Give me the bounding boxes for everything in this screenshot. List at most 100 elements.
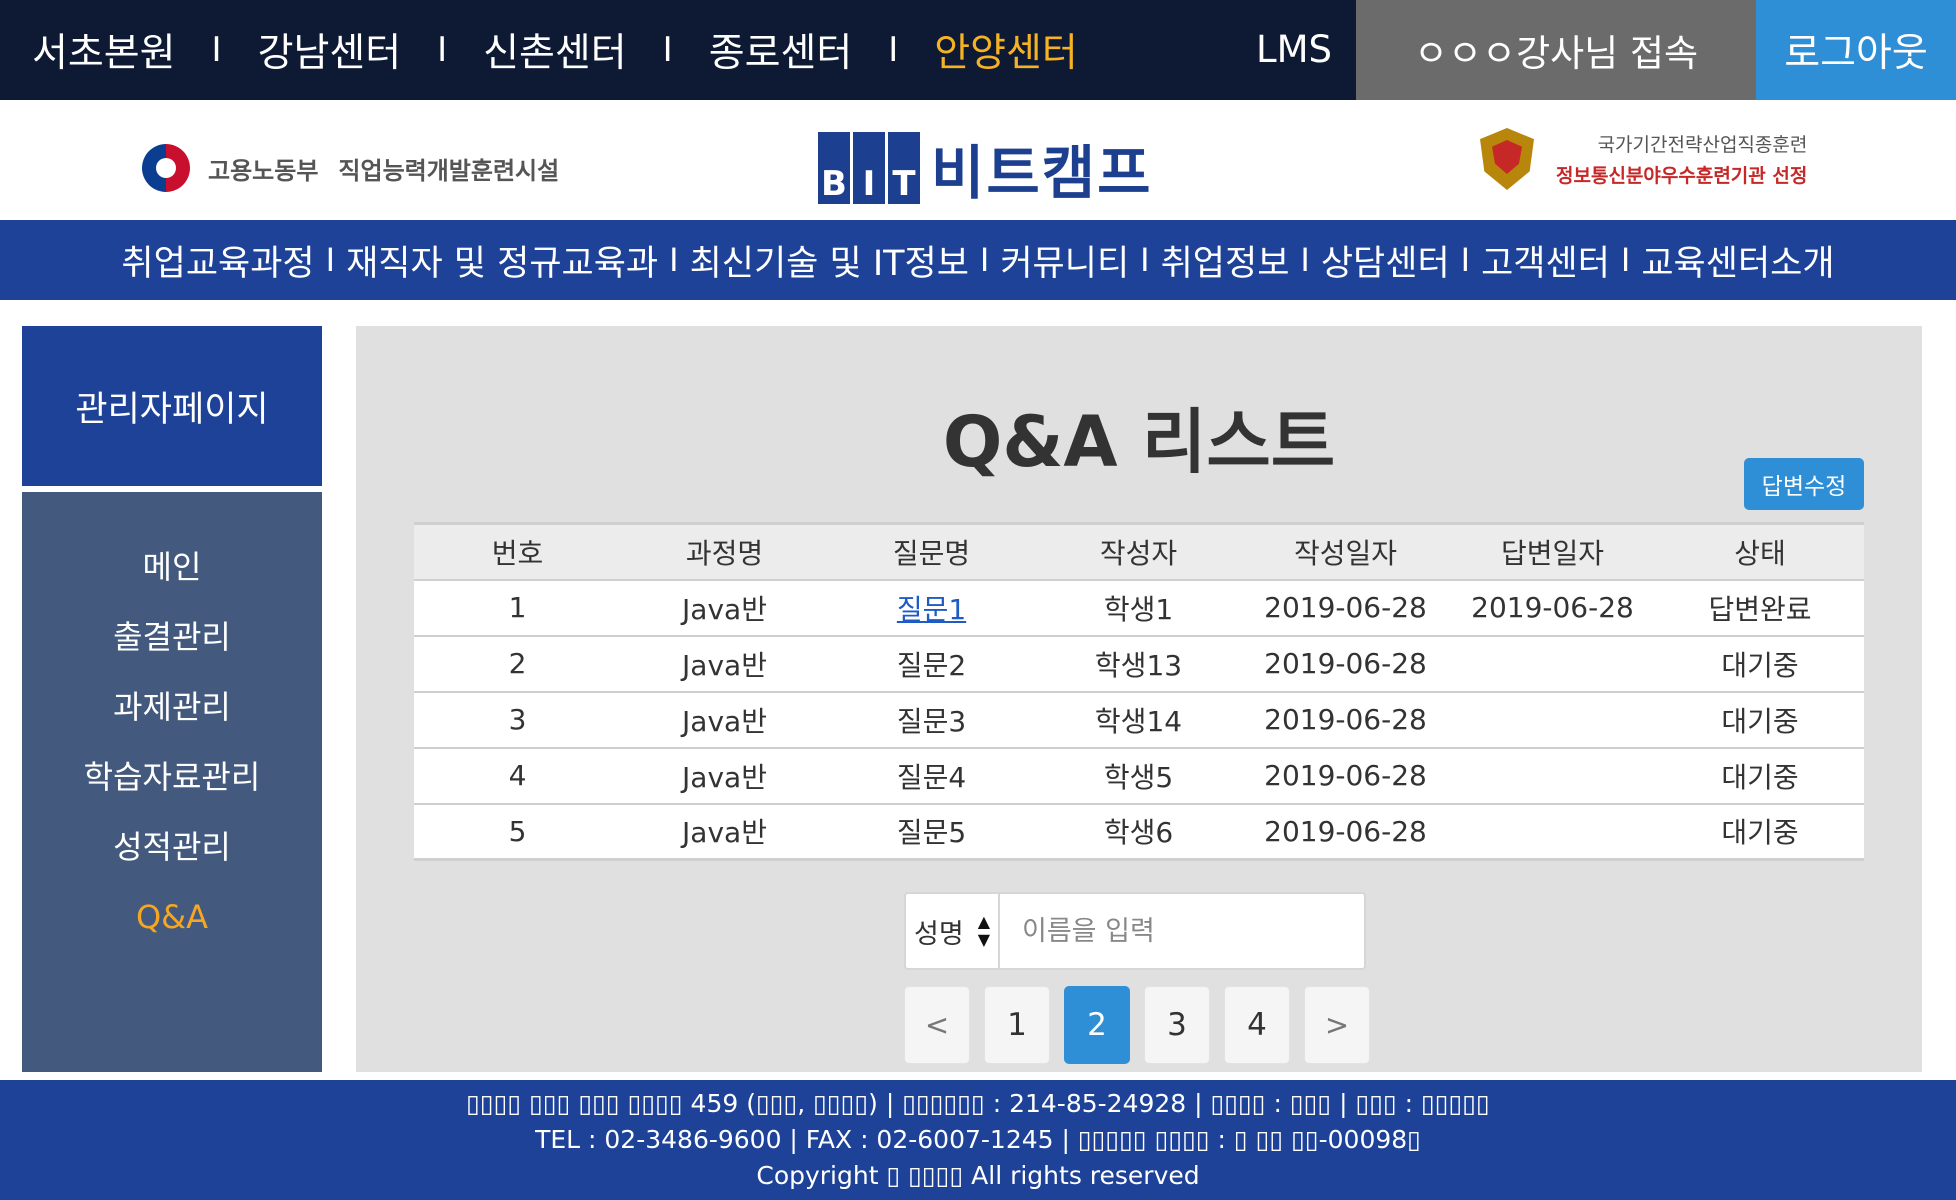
search-input[interactable] xyxy=(1000,894,1364,968)
cell-question[interactable]: 질문4 xyxy=(828,747,1035,805)
nav-separator: I xyxy=(325,241,336,279)
prev-page-button[interactable]: < xyxy=(904,986,970,1064)
cell-author: 학생6 xyxy=(1035,803,1242,861)
bitcamp-logo[interactable]: B I T 비트캠프 xyxy=(818,126,1152,210)
column-header: 상태 xyxy=(1656,522,1864,581)
cell-number: 2 xyxy=(414,635,621,693)
footer-contact-line: TEL : 02-3486-9600 | FAX : 02-6007-1245 … xyxy=(535,1125,1421,1154)
content-panel: Q&A 리스트 답변수정 번호 과정명 질문명 작성자 작성일자 답변일자 상태… xyxy=(356,326,1922,1072)
center-link-anyang[interactable]: 안양센터 xyxy=(934,31,1078,76)
award-text: 국가기간전략산업직종훈련 정보통신분야우수훈련기관 선정 xyxy=(1556,130,1807,188)
shield-emblem-icon xyxy=(1480,128,1534,190)
table-row: 4 Java반 질문4 학생5 2019-06-28 대기중 xyxy=(414,747,1864,805)
column-header: 번호 xyxy=(414,522,621,581)
cell-created-date: 2019-06-28 xyxy=(1242,579,1449,637)
nav-item-job-info[interactable]: 취업정보 xyxy=(1160,243,1290,284)
sidebar-item-grades[interactable]: 성적관리 xyxy=(113,828,231,866)
logo-band: 고용노동부 직업능력개발훈련시설 B I T 비트캠프 국가기간전략산업직종훈련… xyxy=(0,100,1956,220)
bit-letters: B I T xyxy=(818,132,923,204)
cell-course: Java반 xyxy=(621,803,828,861)
center-link-seocho[interactable]: 서초본원 xyxy=(32,31,176,76)
column-header: 작성일자 xyxy=(1242,522,1449,581)
page-button-1[interactable]: 1 xyxy=(984,986,1050,1064)
cell-created-date: 2019-06-28 xyxy=(1242,635,1449,693)
cell-answered-date xyxy=(1449,691,1656,749)
center-separator: I xyxy=(211,30,222,70)
sidebar-item-attendance[interactable]: 출결관리 xyxy=(113,618,231,656)
cell-answered-date xyxy=(1449,747,1656,805)
next-page-button[interactable]: > xyxy=(1304,986,1370,1064)
cell-status: 대기중 xyxy=(1656,635,1864,693)
moel-name: 고용노동부 xyxy=(208,156,319,185)
award-line-1: 국가기간전략산업직종훈련 xyxy=(1597,134,1808,156)
main-nav: 취업교육과정 I 재직자 및 정규교육과 I 최신기술 및 IT정보 I 커뮤니… xyxy=(0,220,1956,300)
edit-answer-button[interactable]: 답변수정 xyxy=(1744,458,1864,510)
table-row: 5 Java반 질문5 학생6 2019-06-28 대기중 xyxy=(414,803,1864,861)
cell-question[interactable]: 질문5 xyxy=(828,803,1035,861)
cell-course: Java반 xyxy=(621,579,828,637)
nav-item-employment-courses[interactable]: 취업교육과정 xyxy=(121,243,315,284)
sidebar-title: 관리자페이지 xyxy=(75,389,269,430)
sidebar-menu: 메인 출결관리 과제관리 학습자료관리 성적관리 Q&A xyxy=(22,492,322,1072)
center-link-sinchon[interactable]: 신촌센터 xyxy=(483,31,627,76)
search-bar: 성명 ▲ ▼ xyxy=(904,892,1366,970)
moel-logo: 고용노동부 직업능력개발훈련시설 xyxy=(142,144,559,192)
center-separator: I xyxy=(662,30,673,70)
nav-item-regular-courses[interactable]: 재직자 및 정규교육과 xyxy=(346,243,659,284)
taegeuk-emblem-icon xyxy=(142,144,190,192)
nav-item-tech-info[interactable]: 최신기술 및 IT정보 xyxy=(689,243,969,284)
cell-question[interactable]: 질문2 xyxy=(828,635,1035,693)
cell-question: 질문1 xyxy=(828,579,1035,637)
bit-letter: I xyxy=(853,132,885,204)
cell-number: 5 xyxy=(414,803,621,861)
award-line-2: 정보통신분야우수훈련기관 선정 xyxy=(1556,165,1808,187)
logout-button[interactable]: 로그아웃 xyxy=(1756,0,1956,100)
cell-question[interactable]: 질문3 xyxy=(828,691,1035,749)
table-header-row: 번호 과정명 질문명 작성자 작성일자 답변일자 상태 xyxy=(414,522,1864,581)
bit-letter: B xyxy=(818,132,850,204)
nav-separator: I xyxy=(1140,241,1150,279)
footer-copyright-line: Copyright ▯ ▯▯▯▯ All rights reserved xyxy=(756,1161,1200,1190)
award-badge: 국가기간전략산업직종훈련 정보통신분야우수훈련기관 선정 xyxy=(1480,128,1807,190)
nav-separator: I xyxy=(1300,241,1310,279)
table-row: 1 Java반 질문1 학생1 2019-06-28 2019-06-28 답변… xyxy=(414,579,1864,637)
nav-item-community[interactable]: 커뮤니티 xyxy=(1000,243,1130,284)
center-link-gangnam[interactable]: 강남센터 xyxy=(257,31,402,76)
search-field-value: 성명 xyxy=(914,918,964,950)
lms-link[interactable]: LMS xyxy=(1256,28,1333,71)
cell-author: 학생1 xyxy=(1035,579,1242,637)
question-link[interactable]: 질문1 xyxy=(896,592,967,626)
sidebar-item-main[interactable]: 메인 xyxy=(142,548,202,586)
cell-course: Java반 xyxy=(621,691,828,749)
search-field-select[interactable]: 성명 ▲ ▼ xyxy=(906,894,1000,968)
cell-author: 학생5 xyxy=(1035,747,1242,805)
center-links: 서초본원 I 강남센터 I 신촌센터 I 종로센터 I 안양센터 xyxy=(0,0,1078,100)
nav-item-counseling[interactable]: 상담센터 xyxy=(1320,243,1450,284)
moel-description: 직업능력개발훈련시설 xyxy=(338,156,560,185)
nav-separator: I xyxy=(1620,241,1631,279)
cell-created-date: 2019-06-28 xyxy=(1242,691,1449,749)
cell-course: Java반 xyxy=(621,635,828,693)
qna-table: 번호 과정명 질문명 작성자 작성일자 답변일자 상태 1 Java반 질문1 … xyxy=(414,522,1864,861)
sidebar-item-materials[interactable]: 학습자료관리 xyxy=(83,758,261,796)
top-bar: 서초본원 I 강남센터 I 신촌센터 I 종로센터 I 안양센터 LMS ㅇㅇㅇ… xyxy=(0,0,1956,100)
column-header: 질문명 xyxy=(828,522,1035,581)
nav-item-customer-center[interactable]: 고객센터 xyxy=(1481,243,1610,284)
footer-address-line: ▯▯▯▯ ▯▯▯ ▯▯▯ ▯▯▯▯ 459 (▯▯▯, ▯▯▯▯) | ▯▯▯▯… xyxy=(466,1089,1490,1118)
page-button-2[interactable]: 2 xyxy=(1064,986,1130,1064)
page-button-3[interactable]: 3 xyxy=(1144,986,1210,1064)
page-title: Q&A 리스트 xyxy=(942,401,1336,483)
table-row: 2 Java반 질문2 학생13 2019-06-28 대기중 xyxy=(414,635,1864,693)
cell-answered-date xyxy=(1449,803,1656,861)
nav-separator: I xyxy=(1460,241,1471,279)
cell-created-date: 2019-06-28 xyxy=(1242,803,1449,861)
sidebar-item-assignments[interactable]: 과제관리 xyxy=(113,688,231,726)
sidebar-item-qna[interactable]: Q&A xyxy=(135,898,209,936)
page-button-4[interactable]: 4 xyxy=(1224,986,1290,1064)
center-separator: I xyxy=(437,30,448,70)
nav-item-about[interactable]: 교육센터소개 xyxy=(1641,243,1835,284)
bitcamp-wordmark: 비트캠프 xyxy=(931,139,1153,207)
column-header: 답변일자 xyxy=(1449,522,1656,581)
center-link-jongno[interactable]: 종로센터 xyxy=(708,31,853,76)
cell-answered-date: 2019-06-28 xyxy=(1449,579,1656,637)
